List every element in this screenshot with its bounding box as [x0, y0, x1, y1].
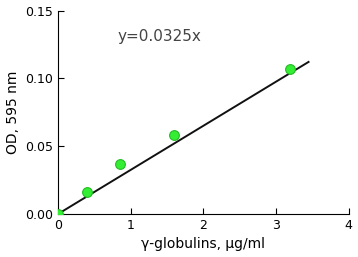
Point [55, 212, 61, 216]
Point [287, 67, 293, 71]
Point [84, 190, 90, 194]
Y-axis label: OD, 595 nm: OD, 595 nm [6, 71, 20, 154]
Text: y=0.0325x: y=0.0325x [117, 30, 202, 44]
Point [117, 162, 122, 166]
X-axis label: γ-globulins, μg/ml: γ-globulins, μg/ml [141, 237, 265, 251]
Point [171, 133, 177, 137]
